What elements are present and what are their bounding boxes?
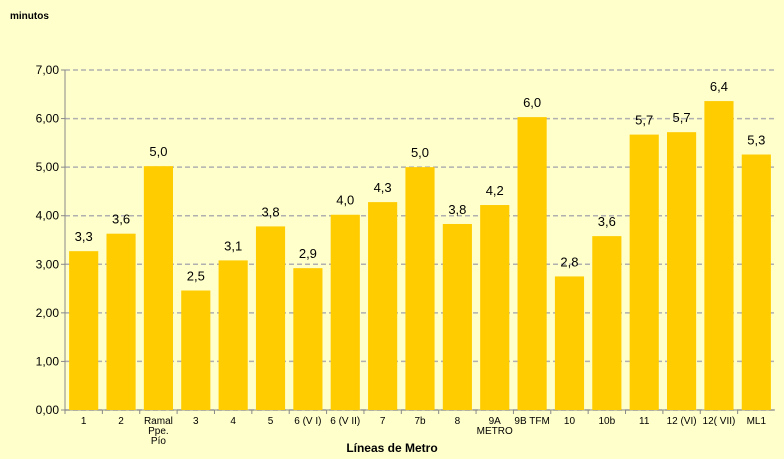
bar	[330, 214, 360, 410]
x-tick-label: 6 (V I)	[294, 416, 321, 427]
y-tick-label: 1,00	[36, 354, 60, 368]
bar	[480, 205, 510, 410]
x-tick-label: 1	[81, 416, 87, 427]
x-tick-label: Ramal Ppe. Pío	[144, 416, 173, 447]
x-tick-label: 12 (VI)	[667, 416, 697, 427]
x-axis-label: Líneas de Metro	[346, 441, 437, 455]
bar	[517, 117, 547, 410]
bar	[442, 223, 472, 410]
bar	[106, 233, 136, 410]
value-label: 4,0	[336, 193, 354, 208]
value-label: 3,8	[261, 204, 279, 219]
x-tick-label: 10	[564, 416, 576, 427]
value-label: 3,6	[112, 212, 130, 227]
bar	[667, 132, 697, 410]
value-label: 2,5	[187, 269, 205, 284]
x-tick-label: 10b	[598, 416, 615, 427]
x-tick-label: 9B TFM	[514, 416, 549, 427]
value-label: 2,9	[299, 246, 317, 261]
bar	[218, 260, 248, 410]
x-tick-label: 4	[230, 416, 236, 427]
y-tick-label: 4,00	[36, 209, 60, 223]
value-label: 3,3	[75, 229, 93, 244]
x-tick-label: ML1	[747, 416, 767, 427]
bar	[592, 236, 622, 410]
value-label: 5,3	[747, 133, 765, 148]
value-label: 6,4	[710, 79, 728, 94]
y-tick-label: 5,00	[36, 160, 60, 174]
value-label: 4,2	[486, 183, 504, 198]
x-tick-label: 9A METRO	[477, 416, 513, 437]
value-label: 5,7	[673, 110, 691, 125]
y-tick-label: 2,00	[36, 306, 60, 320]
x-tick-label: 7b	[414, 416, 426, 427]
value-label: 3,6	[598, 214, 616, 229]
x-tick-label: 5	[268, 416, 274, 427]
value-label: 3,8	[448, 202, 466, 217]
y-tick-label: 6,00	[36, 112, 60, 126]
value-label: 3,1	[224, 238, 242, 253]
bar	[741, 154, 771, 410]
y-tick-label: 3,00	[36, 257, 60, 271]
bar	[293, 268, 323, 410]
x-tick-label: 6 (V II)	[330, 416, 360, 427]
value-label: 5,0	[149, 144, 167, 159]
value-label: 5,7	[635, 113, 653, 128]
value-label: 6,0	[523, 95, 541, 110]
bar	[368, 202, 398, 410]
x-tick-label: 8	[455, 416, 461, 427]
value-label: 4,3	[374, 180, 392, 195]
bar	[143, 166, 173, 410]
value-label: 5,0	[411, 145, 429, 160]
x-tick-label: 12( VII)	[703, 416, 736, 427]
y-tick-label: 7,00	[36, 63, 60, 77]
x-tick-label: 3	[193, 416, 199, 427]
bar	[554, 276, 585, 410]
x-tick-label: 11	[639, 416, 650, 427]
bar	[181, 290, 211, 410]
bar	[69, 251, 99, 410]
bar	[255, 226, 286, 410]
value-label: 2,8	[560, 254, 578, 269]
bar	[629, 134, 659, 410]
y-axis-label: minutos	[10, 11, 49, 22]
y-tick-label: 0,00	[36, 403, 60, 417]
bar	[405, 167, 435, 410]
bar	[704, 101, 734, 410]
x-tick-label: 7	[380, 416, 386, 427]
x-tick-label: 2	[118, 416, 124, 427]
